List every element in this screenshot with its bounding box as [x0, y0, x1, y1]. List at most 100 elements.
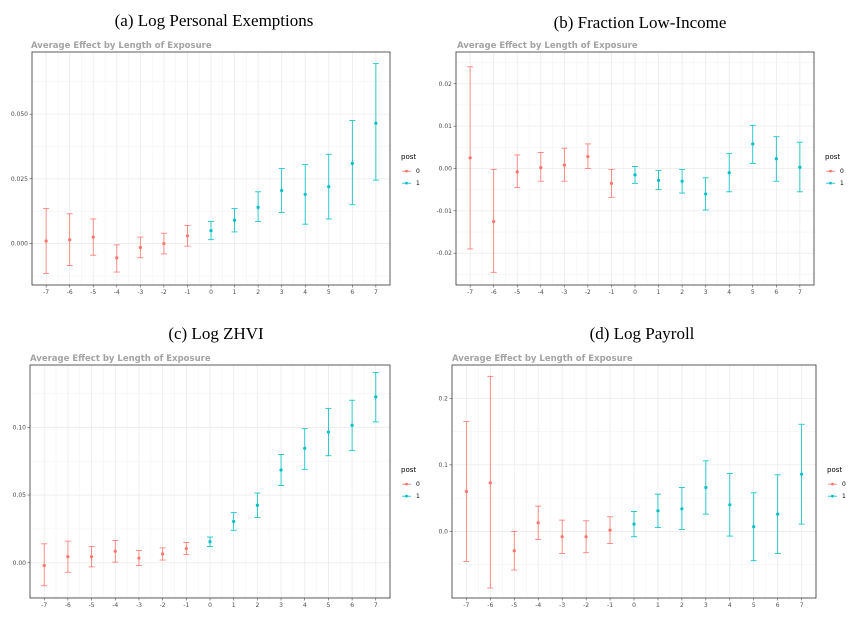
- x-tick-label: -7: [463, 602, 469, 609]
- data-point: [280, 188, 284, 193]
- y-tick-label: 0.2: [438, 395, 448, 402]
- data-point: [539, 166, 543, 170]
- x-tick-label: 5: [751, 289, 755, 296]
- panel-d-title: (d) Log Payroll: [589, 324, 695, 343]
- data-point: [704, 192, 708, 196]
- data-point: [162, 241, 166, 246]
- legend-label: 0: [416, 481, 420, 488]
- x-tick-label: 7: [798, 289, 802, 296]
- data-point: [512, 549, 516, 553]
- data-point: [492, 219, 496, 224]
- data-point: [586, 155, 590, 159]
- x-tick-label: 3: [704, 289, 708, 296]
- data-point: [185, 234, 190, 238]
- data-point: [656, 178, 661, 182]
- data-point: [776, 512, 780, 516]
- y-tick-label: 0.000: [11, 241, 28, 248]
- legend-title: post: [827, 466, 842, 474]
- data-point: [137, 556, 141, 560]
- x-tick-label: -5: [511, 602, 517, 609]
- data-point: [374, 395, 378, 399]
- data-point: [800, 472, 804, 476]
- data-point: [515, 170, 519, 174]
- data-point: [560, 535, 564, 539]
- chart-subtitle: Average Effect by Length of Exposure: [30, 354, 211, 364]
- data-point: [138, 245, 142, 250]
- x-tick-label: -3: [137, 289, 143, 296]
- y-tick-label: 0.050: [11, 111, 28, 118]
- x-tick-label: -7: [43, 289, 49, 296]
- data-point: [609, 181, 614, 185]
- chart-subtitle: Average Effect by Length of Exposure: [31, 41, 212, 51]
- y-tick-label: 0.05: [13, 492, 27, 499]
- x-tick-label: 5: [327, 289, 331, 296]
- data-point: [184, 546, 188, 551]
- legend-label: 1: [416, 493, 420, 500]
- legend-label: 0: [840, 168, 844, 175]
- legend-key-point: [405, 482, 408, 486]
- x-tick-label: -1: [607, 602, 613, 609]
- x-tick-label: 1: [656, 602, 660, 609]
- x-tick-label: 0: [633, 289, 637, 296]
- data-point: [208, 540, 212, 544]
- x-tick-label: 2: [256, 289, 260, 296]
- data-point: [704, 485, 708, 490]
- data-point: [536, 521, 540, 525]
- data-point: [68, 238, 72, 242]
- x-tick-label: -1: [183, 602, 189, 609]
- plot-border: [451, 364, 817, 599]
- data-point: [464, 489, 468, 494]
- data-point: [89, 555, 94, 559]
- x-tick-label: -2: [583, 602, 589, 609]
- legend-label: 1: [840, 180, 844, 187]
- plot-border: [31, 51, 391, 286]
- data-point: [326, 430, 331, 434]
- x-tick-label: 2: [255, 602, 259, 609]
- x-tick-label: 4: [303, 602, 307, 609]
- legend-label: 1: [416, 180, 420, 187]
- x-tick-label: -7: [41, 602, 47, 609]
- data-point: [584, 535, 588, 539]
- x-tick-label: 7: [374, 602, 378, 609]
- x-tick-label: 2: [680, 289, 684, 296]
- data-point: [209, 229, 213, 233]
- data-point: [680, 179, 684, 183]
- x-tick-label: 6: [350, 289, 354, 296]
- x-tick-label: -4: [538, 289, 544, 296]
- data-point: [680, 507, 684, 511]
- data-point: [161, 552, 165, 556]
- x-tick-label: 3: [279, 602, 283, 609]
- data-point: [633, 173, 637, 177]
- data-point: [42, 563, 46, 568]
- data-point: [303, 192, 307, 196]
- x-tick-label: 0: [632, 602, 636, 609]
- data-point: [66, 555, 70, 559]
- y-tick-label: 0.10: [13, 424, 27, 431]
- x-tick-label: 2: [680, 602, 684, 609]
- x-tick-label: -5: [89, 602, 95, 609]
- data-point: [350, 423, 354, 427]
- x-tick-label: -5: [90, 289, 96, 296]
- data-point: [256, 205, 260, 209]
- legend-key-point: [831, 482, 834, 486]
- chart-subtitle: Average Effect by Length of Exposure: [452, 354, 633, 364]
- chart-subtitle: Average Effect by Length of Exposure: [457, 41, 638, 51]
- x-tick-label: -7: [467, 289, 473, 296]
- y-tick-label: 0.00: [13, 560, 27, 567]
- x-tick-label: 3: [704, 602, 708, 609]
- panel-1: Average Effect by Length of Exposure -7 -6…: [436, 41, 844, 296]
- x-tick-label: 4: [727, 289, 731, 296]
- data-point: [327, 185, 331, 189]
- data-point: [468, 156, 472, 160]
- legend-label: 1: [842, 493, 846, 500]
- legend-key-point: [405, 494, 408, 498]
- x-tick-label: 6: [350, 602, 354, 609]
- plot-border: [29, 364, 391, 599]
- x-tick-label: -2: [585, 289, 591, 296]
- x-tick-label: 3: [280, 289, 284, 296]
- x-tick-label: 0: [208, 602, 212, 609]
- data-point: [727, 171, 731, 175]
- legend-title: post: [401, 466, 416, 474]
- legend-label: 0: [842, 481, 846, 488]
- data-point: [728, 503, 732, 507]
